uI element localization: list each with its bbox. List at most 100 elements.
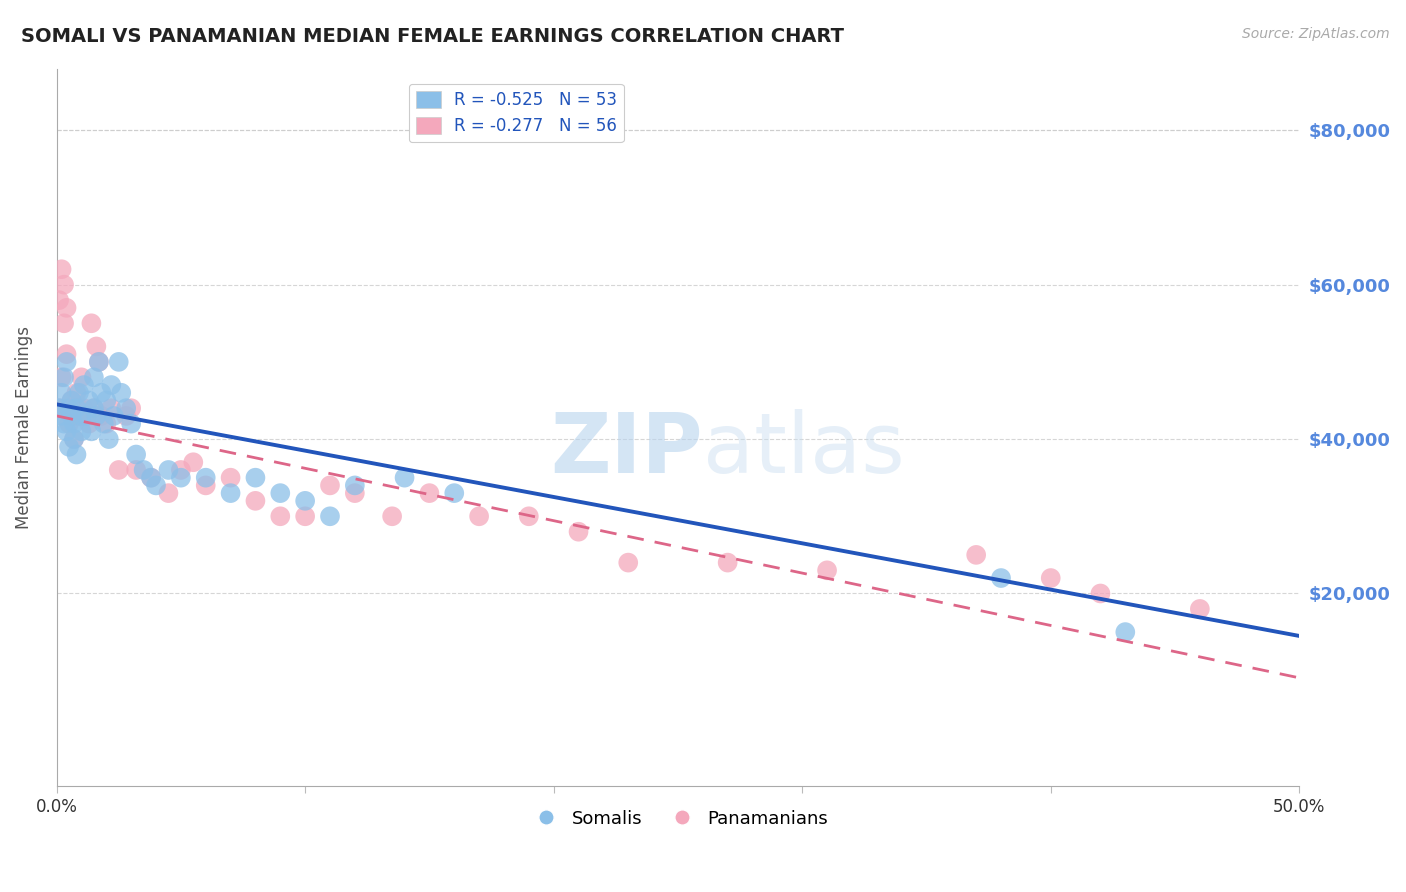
Point <box>60 409 83 423</box>
Point <box>96 417 118 431</box>
Point <box>70 425 93 439</box>
Point <box>55 425 77 439</box>
Point <box>468 509 491 524</box>
Point <box>83 401 105 416</box>
Point <box>815 563 838 577</box>
Point <box>219 486 242 500</box>
Point <box>80 316 103 330</box>
Point <box>55 301 77 315</box>
Point <box>194 471 217 485</box>
Point <box>60 409 83 423</box>
Point <box>63 432 86 446</box>
Point <box>77 393 100 408</box>
Point <box>93 417 115 431</box>
Point <box>53 417 76 431</box>
Point <box>55 355 77 369</box>
Point <box>269 509 291 524</box>
Point <box>70 409 93 423</box>
Text: Source: ZipAtlas.com: Source: ZipAtlas.com <box>1241 27 1389 41</box>
Point <box>157 486 180 500</box>
Point <box>70 409 93 423</box>
Point <box>48 401 70 416</box>
Point <box>63 409 86 423</box>
Point <box>75 409 97 423</box>
Point <box>60 393 83 408</box>
Text: ZIP: ZIP <box>550 409 703 490</box>
Point <box>90 409 112 423</box>
Point <box>96 393 118 408</box>
Point <box>87 355 110 369</box>
Y-axis label: Median Female Earnings: Median Female Earnings <box>15 326 32 529</box>
Point <box>132 463 155 477</box>
Point <box>48 293 70 307</box>
Point <box>67 385 90 400</box>
Point <box>115 409 138 423</box>
Point <box>58 417 80 431</box>
Point <box>103 409 125 423</box>
Point <box>115 401 138 416</box>
Point <box>60 393 83 408</box>
Point <box>90 385 112 400</box>
Point <box>418 486 440 500</box>
Point <box>181 455 204 469</box>
Point <box>294 493 316 508</box>
Point <box>75 409 97 423</box>
Point <box>100 401 122 416</box>
Point <box>83 401 105 416</box>
Point <box>63 432 86 446</box>
Point <box>65 401 87 416</box>
Point <box>219 471 242 485</box>
Point <box>110 385 132 400</box>
Point <box>51 370 73 384</box>
Point <box>145 478 167 492</box>
Point <box>51 262 73 277</box>
Point <box>394 471 416 485</box>
Point <box>80 425 103 439</box>
Point <box>617 556 640 570</box>
Text: SOMALI VS PANAMANIAN MEDIAN FEMALE EARNINGS CORRELATION CHART: SOMALI VS PANAMANIAN MEDIAN FEMALE EARNI… <box>21 27 844 45</box>
Point <box>73 401 96 416</box>
Point <box>83 370 105 384</box>
Point <box>381 509 404 524</box>
Point <box>343 478 366 492</box>
Point <box>53 370 76 384</box>
Point <box>65 409 87 423</box>
Point <box>73 378 96 392</box>
Point <box>65 448 87 462</box>
Point <box>86 409 108 423</box>
Point <box>245 471 267 485</box>
Point <box>170 471 193 485</box>
Point <box>58 440 80 454</box>
Point <box>990 571 1012 585</box>
Point <box>717 556 740 570</box>
Point <box>86 339 108 353</box>
Point <box>87 355 110 369</box>
Point <box>343 486 366 500</box>
Point <box>58 401 80 416</box>
Point <box>269 486 291 500</box>
Point <box>120 401 142 416</box>
Point <box>1039 571 1062 585</box>
Point <box>319 478 342 492</box>
Point <box>443 486 465 500</box>
Point <box>55 347 77 361</box>
Point <box>53 277 76 292</box>
Point <box>51 385 73 400</box>
Point <box>1114 625 1136 640</box>
Point <box>170 463 193 477</box>
Point <box>194 478 217 492</box>
Point <box>67 401 90 416</box>
Point <box>120 417 142 431</box>
Point <box>63 417 86 431</box>
Point <box>97 432 120 446</box>
Legend: Somalis, Panamanians: Somalis, Panamanians <box>520 803 835 835</box>
Point <box>965 548 987 562</box>
Point <box>77 417 100 431</box>
Point <box>58 401 80 416</box>
Point <box>1188 602 1211 616</box>
Point <box>65 385 87 400</box>
Point <box>53 316 76 330</box>
Point <box>517 509 540 524</box>
Point <box>245 493 267 508</box>
Point <box>125 463 148 477</box>
